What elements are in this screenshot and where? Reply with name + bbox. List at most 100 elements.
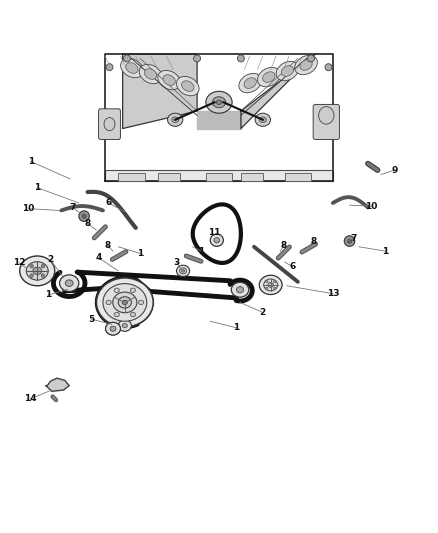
Text: 11: 11 xyxy=(208,228,221,237)
Ellipse shape xyxy=(110,326,116,331)
Text: 6: 6 xyxy=(106,198,112,207)
Ellipse shape xyxy=(104,118,115,131)
Text: 1: 1 xyxy=(198,247,205,256)
Text: 6: 6 xyxy=(290,262,296,271)
Circle shape xyxy=(124,55,131,62)
FancyBboxPatch shape xyxy=(241,173,263,181)
Ellipse shape xyxy=(172,117,179,123)
Ellipse shape xyxy=(231,282,249,297)
FancyBboxPatch shape xyxy=(206,173,232,181)
Ellipse shape xyxy=(114,288,119,293)
Ellipse shape xyxy=(214,238,219,243)
Text: 2: 2 xyxy=(47,255,53,264)
Ellipse shape xyxy=(131,288,135,293)
FancyBboxPatch shape xyxy=(118,173,145,181)
FancyBboxPatch shape xyxy=(105,170,333,181)
Ellipse shape xyxy=(106,322,120,335)
Text: 7: 7 xyxy=(69,203,75,212)
Ellipse shape xyxy=(131,312,135,317)
Circle shape xyxy=(265,287,268,289)
Ellipse shape xyxy=(182,81,194,91)
Ellipse shape xyxy=(33,267,42,274)
Ellipse shape xyxy=(276,61,299,80)
Text: 1: 1 xyxy=(382,247,389,256)
Ellipse shape xyxy=(138,300,144,304)
Text: 14: 14 xyxy=(25,394,37,403)
Ellipse shape xyxy=(20,256,55,286)
Text: 10: 10 xyxy=(22,204,35,213)
Ellipse shape xyxy=(106,322,120,335)
Ellipse shape xyxy=(158,70,180,90)
FancyBboxPatch shape xyxy=(158,173,180,181)
Text: 10: 10 xyxy=(365,201,378,211)
Ellipse shape xyxy=(122,324,127,328)
Circle shape xyxy=(344,236,355,246)
Text: 1: 1 xyxy=(45,290,51,300)
Ellipse shape xyxy=(263,72,275,83)
Ellipse shape xyxy=(259,117,266,123)
Text: 4: 4 xyxy=(95,253,102,262)
Text: 12: 12 xyxy=(14,259,26,268)
Text: 1: 1 xyxy=(28,157,34,166)
Ellipse shape xyxy=(295,55,318,75)
Ellipse shape xyxy=(268,282,273,287)
Ellipse shape xyxy=(182,270,184,272)
Text: 7: 7 xyxy=(351,233,357,243)
Ellipse shape xyxy=(168,113,183,126)
Circle shape xyxy=(347,239,352,243)
Ellipse shape xyxy=(120,58,143,78)
Ellipse shape xyxy=(258,67,280,87)
Ellipse shape xyxy=(106,300,111,304)
Circle shape xyxy=(194,55,201,62)
Ellipse shape xyxy=(237,287,244,293)
FancyBboxPatch shape xyxy=(285,173,311,181)
Ellipse shape xyxy=(118,320,131,332)
Text: 8: 8 xyxy=(310,237,316,246)
Circle shape xyxy=(41,274,45,277)
Ellipse shape xyxy=(96,278,153,327)
Circle shape xyxy=(30,274,33,277)
Circle shape xyxy=(41,264,45,268)
Ellipse shape xyxy=(145,69,157,79)
Ellipse shape xyxy=(26,262,48,280)
Ellipse shape xyxy=(163,75,175,85)
Text: 1: 1 xyxy=(137,249,143,258)
Text: 1: 1 xyxy=(34,183,40,192)
Circle shape xyxy=(325,64,332,71)
Text: 9: 9 xyxy=(391,166,397,175)
FancyBboxPatch shape xyxy=(99,109,120,140)
Ellipse shape xyxy=(110,326,116,331)
Ellipse shape xyxy=(126,63,138,74)
Polygon shape xyxy=(241,54,315,128)
Circle shape xyxy=(82,214,86,219)
Ellipse shape xyxy=(300,60,312,70)
Ellipse shape xyxy=(118,297,131,308)
Circle shape xyxy=(273,280,276,283)
Circle shape xyxy=(30,264,33,268)
Text: 8: 8 xyxy=(281,241,287,250)
Text: 5: 5 xyxy=(88,314,94,324)
Text: 3: 3 xyxy=(173,257,180,266)
Ellipse shape xyxy=(264,279,278,291)
Ellipse shape xyxy=(239,74,261,93)
Circle shape xyxy=(273,287,276,289)
Ellipse shape xyxy=(255,113,271,126)
Ellipse shape xyxy=(177,265,190,277)
Ellipse shape xyxy=(318,107,334,124)
Polygon shape xyxy=(46,378,69,391)
Ellipse shape xyxy=(259,275,282,295)
Ellipse shape xyxy=(103,284,147,321)
FancyBboxPatch shape xyxy=(313,104,339,140)
Ellipse shape xyxy=(60,275,79,292)
Circle shape xyxy=(79,211,89,221)
Circle shape xyxy=(265,280,268,283)
Polygon shape xyxy=(123,54,197,128)
Ellipse shape xyxy=(113,292,137,313)
Ellipse shape xyxy=(65,280,73,286)
Circle shape xyxy=(307,55,314,62)
Text: 8: 8 xyxy=(85,219,91,228)
Text: 13: 13 xyxy=(327,289,339,298)
Ellipse shape xyxy=(281,66,293,76)
Ellipse shape xyxy=(210,234,223,246)
Ellipse shape xyxy=(244,78,256,88)
